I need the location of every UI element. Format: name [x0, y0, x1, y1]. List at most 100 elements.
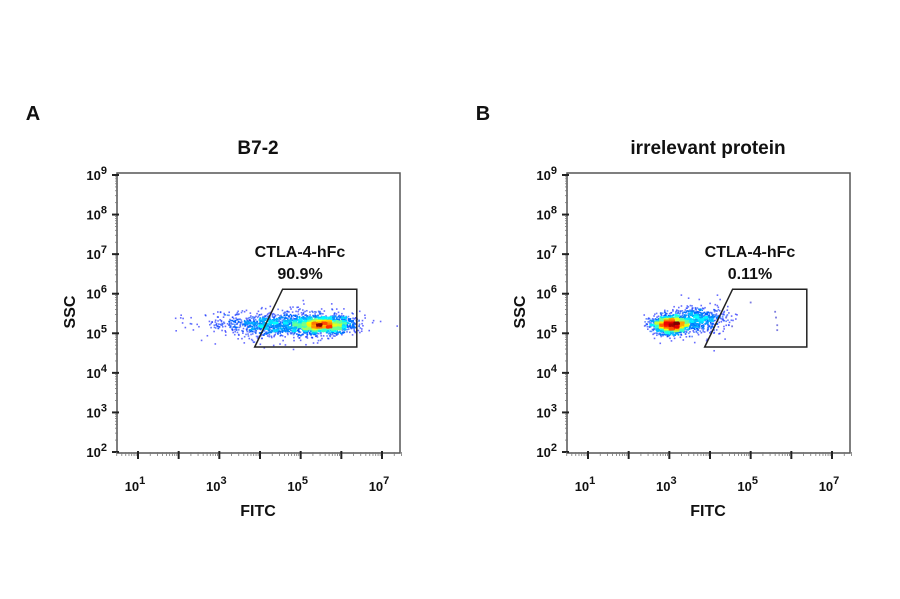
event-dot [220, 324, 222, 326]
event-dot [335, 322, 337, 324]
event-dot [686, 322, 688, 324]
event-dot [298, 313, 300, 315]
event-dot [338, 328, 340, 330]
panel-label: B [476, 103, 490, 125]
event-dot [248, 335, 250, 337]
event-dot [693, 331, 695, 333]
event-dot [319, 327, 321, 329]
event-dot [348, 316, 350, 318]
event-dot [244, 320, 246, 322]
event-dot [258, 311, 260, 313]
event-dot [681, 305, 683, 307]
event-dot [240, 326, 242, 328]
event-dot [307, 327, 309, 329]
event-dot [225, 334, 227, 336]
event-dot [329, 325, 331, 327]
event-dot [722, 317, 724, 319]
event-dot [676, 333, 678, 335]
event-dot [661, 327, 663, 329]
event-dot [295, 320, 297, 322]
event-dot [255, 319, 257, 321]
event-dot [215, 321, 217, 323]
event-dot [295, 311, 297, 313]
event-dot [350, 320, 352, 322]
event-dot [684, 314, 686, 316]
event-dot [252, 316, 254, 318]
event-dot [287, 323, 289, 325]
event-dot [372, 322, 374, 324]
y-tick-label: 104 [86, 363, 107, 381]
event-dot [289, 323, 291, 325]
event-dot [242, 325, 244, 327]
event-dot [350, 318, 352, 320]
event-dot [655, 321, 657, 323]
event-dot [283, 312, 285, 314]
event-dot [646, 318, 648, 320]
event-dot [669, 331, 671, 333]
event-dot [361, 323, 363, 325]
event-dot [708, 317, 710, 319]
event-dot [287, 326, 289, 328]
event-dot [264, 322, 266, 324]
event-dot [693, 326, 695, 328]
event-dot [277, 314, 279, 316]
event-dot [647, 318, 649, 320]
event-dot [673, 306, 675, 308]
event-dot [685, 333, 687, 335]
x-axis-title: FITC [240, 503, 276, 520]
event-dot [220, 312, 222, 314]
event-dot [678, 310, 680, 312]
event-dot [663, 334, 665, 336]
event-dot [303, 303, 305, 305]
event-dot [227, 314, 229, 316]
event-dot [297, 311, 299, 313]
event-dot [657, 333, 659, 335]
event-dot [237, 314, 239, 316]
event-dot [704, 307, 706, 309]
event-dot [656, 313, 658, 315]
event-dot [682, 312, 684, 314]
event-dot [660, 325, 662, 327]
event-dot [316, 335, 318, 337]
event-dot [218, 328, 220, 330]
event-dot [286, 315, 288, 317]
event-dot [713, 332, 715, 334]
event-dot [653, 315, 655, 317]
event-dot [339, 317, 341, 319]
panel-label: A [26, 103, 40, 125]
event-dot [299, 316, 301, 318]
event-dot [254, 327, 256, 329]
event-dot [687, 329, 689, 331]
event-dot [250, 334, 252, 336]
event-dot [274, 330, 276, 332]
event-dot [711, 326, 713, 328]
event-dot [673, 334, 675, 336]
event-dot [213, 331, 215, 333]
event-dot [302, 327, 304, 329]
event-dot [725, 320, 727, 322]
event-dot [296, 307, 298, 309]
event-dot [238, 321, 240, 323]
event-dot [699, 318, 701, 320]
event-dot [246, 322, 248, 324]
event-dot [282, 340, 284, 342]
event-dot [225, 326, 227, 328]
event-dot [696, 309, 698, 311]
event-dot [261, 334, 263, 336]
event-dot [690, 305, 692, 307]
event-dot [304, 311, 306, 313]
event-dot [688, 318, 690, 320]
event-dot [290, 332, 292, 334]
event-dot [358, 330, 360, 332]
event-dot [298, 334, 300, 336]
event-dot [689, 336, 691, 338]
event-dot [269, 332, 271, 334]
event-dot [305, 344, 307, 346]
event-dot [723, 326, 725, 328]
event-dot [292, 324, 294, 326]
event-dot [259, 314, 261, 316]
event-dot [368, 330, 370, 332]
event-dot [312, 318, 314, 320]
y-tick-exp: 6 [101, 284, 107, 296]
